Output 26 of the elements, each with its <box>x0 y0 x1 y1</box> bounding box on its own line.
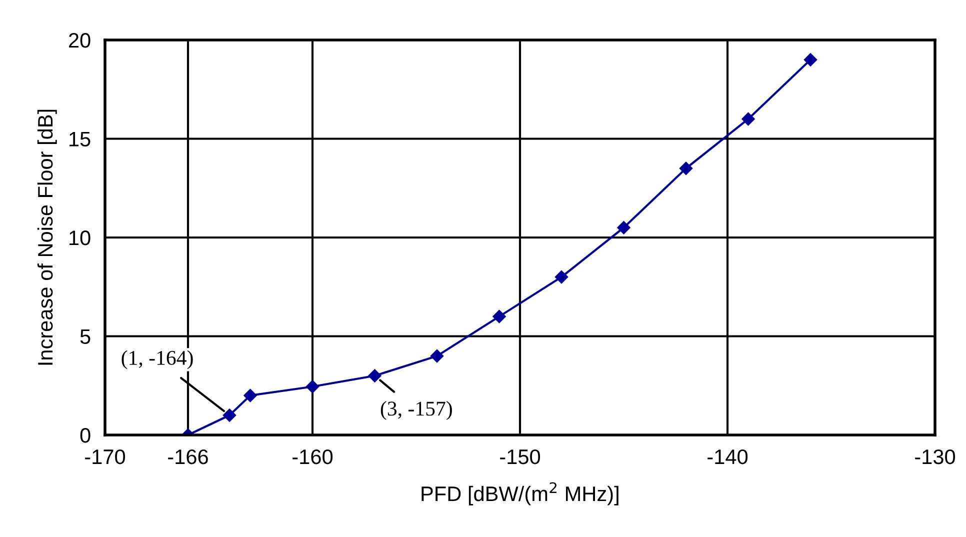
y-tick-label: 15 <box>70 132 90 147</box>
point <box>222 408 236 422</box>
x-tick-label: -150 <box>500 449 540 464</box>
point <box>492 310 506 324</box>
x-tick-label: -166 <box>168 449 208 464</box>
point <box>804 53 818 66</box>
point <box>430 349 444 363</box>
annotation: (1, -164) <box>122 350 193 370</box>
y-tick-label: 5 <box>80 329 90 344</box>
point <box>742 112 755 126</box>
x-tick-label: -160 <box>292 449 333 464</box>
point <box>679 162 693 175</box>
point <box>306 380 320 394</box>
y-tick-label: 10 <box>70 230 90 246</box>
y-tick-label: 0 <box>80 428 90 443</box>
point <box>617 221 630 234</box>
y-tick-label: 20 <box>68 33 90 48</box>
x-axis-title: PFD [dBW/(m$^{2}$ MHz)] <box>422 482 618 506</box>
annotation: (3, -157) <box>380 401 452 420</box>
y-axis-title: Increase of Noise Floor [dB] <box>37 110 57 365</box>
x-tick-label: -170 <box>85 449 126 464</box>
point <box>554 270 568 284</box>
point <box>244 388 257 402</box>
x-tick-label: -130 <box>915 449 956 464</box>
x-tick-label: -140 <box>708 449 748 464</box>
point <box>368 369 382 382</box>
